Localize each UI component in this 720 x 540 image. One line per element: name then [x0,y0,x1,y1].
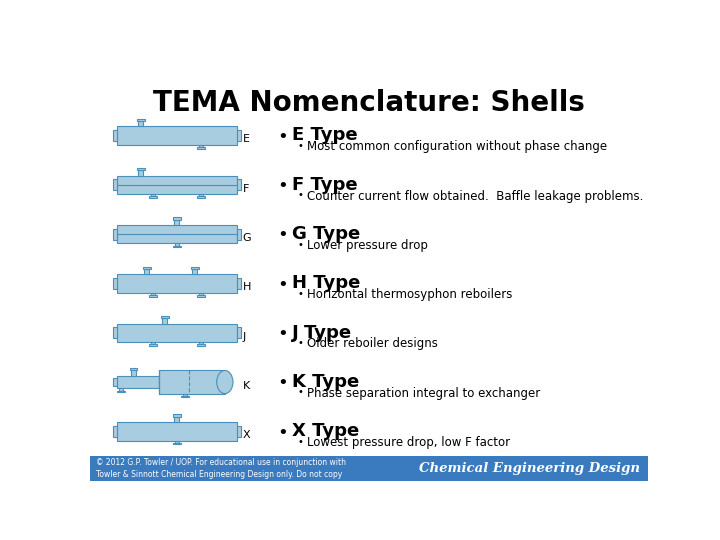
Bar [237,327,240,338]
Bar [173,246,181,247]
Bar [138,170,143,176]
Text: •: • [276,374,287,393]
Bar [173,443,181,444]
Bar [199,293,203,295]
Bar [150,293,155,295]
Bar [197,345,204,346]
Bar [117,323,237,342]
Text: K Type: K Type [292,373,359,391]
Bar [137,119,145,121]
Bar [137,168,145,170]
Text: G Type: G Type [292,225,360,243]
Text: TEMA Nomenclature: Shells: TEMA Nomenclature: Shells [153,90,585,117]
Bar [113,426,117,437]
Bar [192,269,197,274]
Bar [237,228,240,240]
Text: Lowest pressure drop, low F factor: Lowest pressure drop, low F factor [307,436,510,449]
Ellipse shape [217,370,233,394]
Bar [113,378,117,386]
Bar [117,176,237,194]
Bar [117,422,237,441]
Bar [143,267,150,269]
Text: •: • [298,289,304,299]
Bar [117,126,237,145]
Text: Most common configuration without phase change: Most common configuration without phase … [307,140,607,153]
Bar [197,295,204,296]
Text: Lower pressure drop: Lower pressure drop [307,239,428,252]
Bar [113,130,117,141]
Text: •: • [276,226,287,245]
Text: •: • [298,141,304,151]
Bar [130,368,138,370]
Bar [199,145,203,147]
Text: Older reboiler designs: Older reboiler designs [307,338,438,350]
Text: X: X [243,430,251,440]
Text: •: • [298,190,304,200]
Text: •: • [276,276,287,294]
Text: H: H [243,282,251,292]
Text: •: • [298,437,304,447]
Bar [175,441,179,443]
Bar [199,342,203,345]
Bar [113,278,117,289]
Text: •: • [276,423,287,442]
Bar [113,228,117,240]
Text: •: • [276,325,287,343]
Bar [173,217,181,220]
Bar [237,278,240,289]
Text: J: J [243,332,246,342]
Bar [173,414,181,417]
Bar [113,327,117,338]
Bar [174,220,179,225]
Bar [117,274,237,293]
Bar [237,179,240,191]
Bar [199,194,203,197]
Bar [197,147,204,149]
Text: J Type: J Type [292,323,351,341]
Bar [237,130,240,141]
Bar [113,179,117,191]
Text: X Type: X Type [292,422,359,440]
Text: Phase separation integral to exchanger: Phase separation integral to exchanger [307,387,540,400]
Bar [117,225,237,244]
Text: •: • [276,177,287,195]
Text: •: • [298,240,304,249]
Bar [174,417,179,422]
Text: © 2012 G.P. Towler / UOP. For educational use in conjunction with
Towler & Sinno: © 2012 G.P. Towler / UOP. For educationa… [96,458,346,478]
Text: H Type: H Type [292,274,360,292]
Bar [149,295,157,296]
Bar [181,396,189,397]
Text: Chemical Engineering Design: Chemical Engineering Design [419,462,640,475]
Bar [161,316,168,318]
Text: •: • [298,387,304,397]
Bar [149,345,157,346]
Bar [159,370,225,394]
Text: •: • [298,338,304,348]
Text: G: G [243,233,251,243]
Text: F: F [243,184,249,194]
Text: F Type: F Type [292,176,357,194]
Bar [131,370,136,376]
Bar [163,318,167,323]
Text: Counter current flow obtained.  Baffle leakage problems.: Counter current flow obtained. Baffle le… [307,190,644,202]
Bar [119,388,123,391]
Bar [184,394,187,396]
Text: •: • [276,128,287,146]
Text: Horizontal thermosyphon reboilers: Horizontal thermosyphon reboilers [307,288,513,301]
Bar [90,456,648,481]
Bar [175,244,179,246]
Bar [145,269,149,274]
Bar [191,267,199,269]
Bar [150,194,155,197]
Bar [150,342,155,345]
Bar [117,391,125,392]
Text: E Type: E Type [292,126,357,144]
Bar [197,197,204,198]
Bar [237,426,240,437]
Bar [138,121,143,126]
Bar [117,376,159,388]
Bar [149,197,157,198]
Text: E: E [243,134,250,145]
Text: K: K [243,381,250,391]
